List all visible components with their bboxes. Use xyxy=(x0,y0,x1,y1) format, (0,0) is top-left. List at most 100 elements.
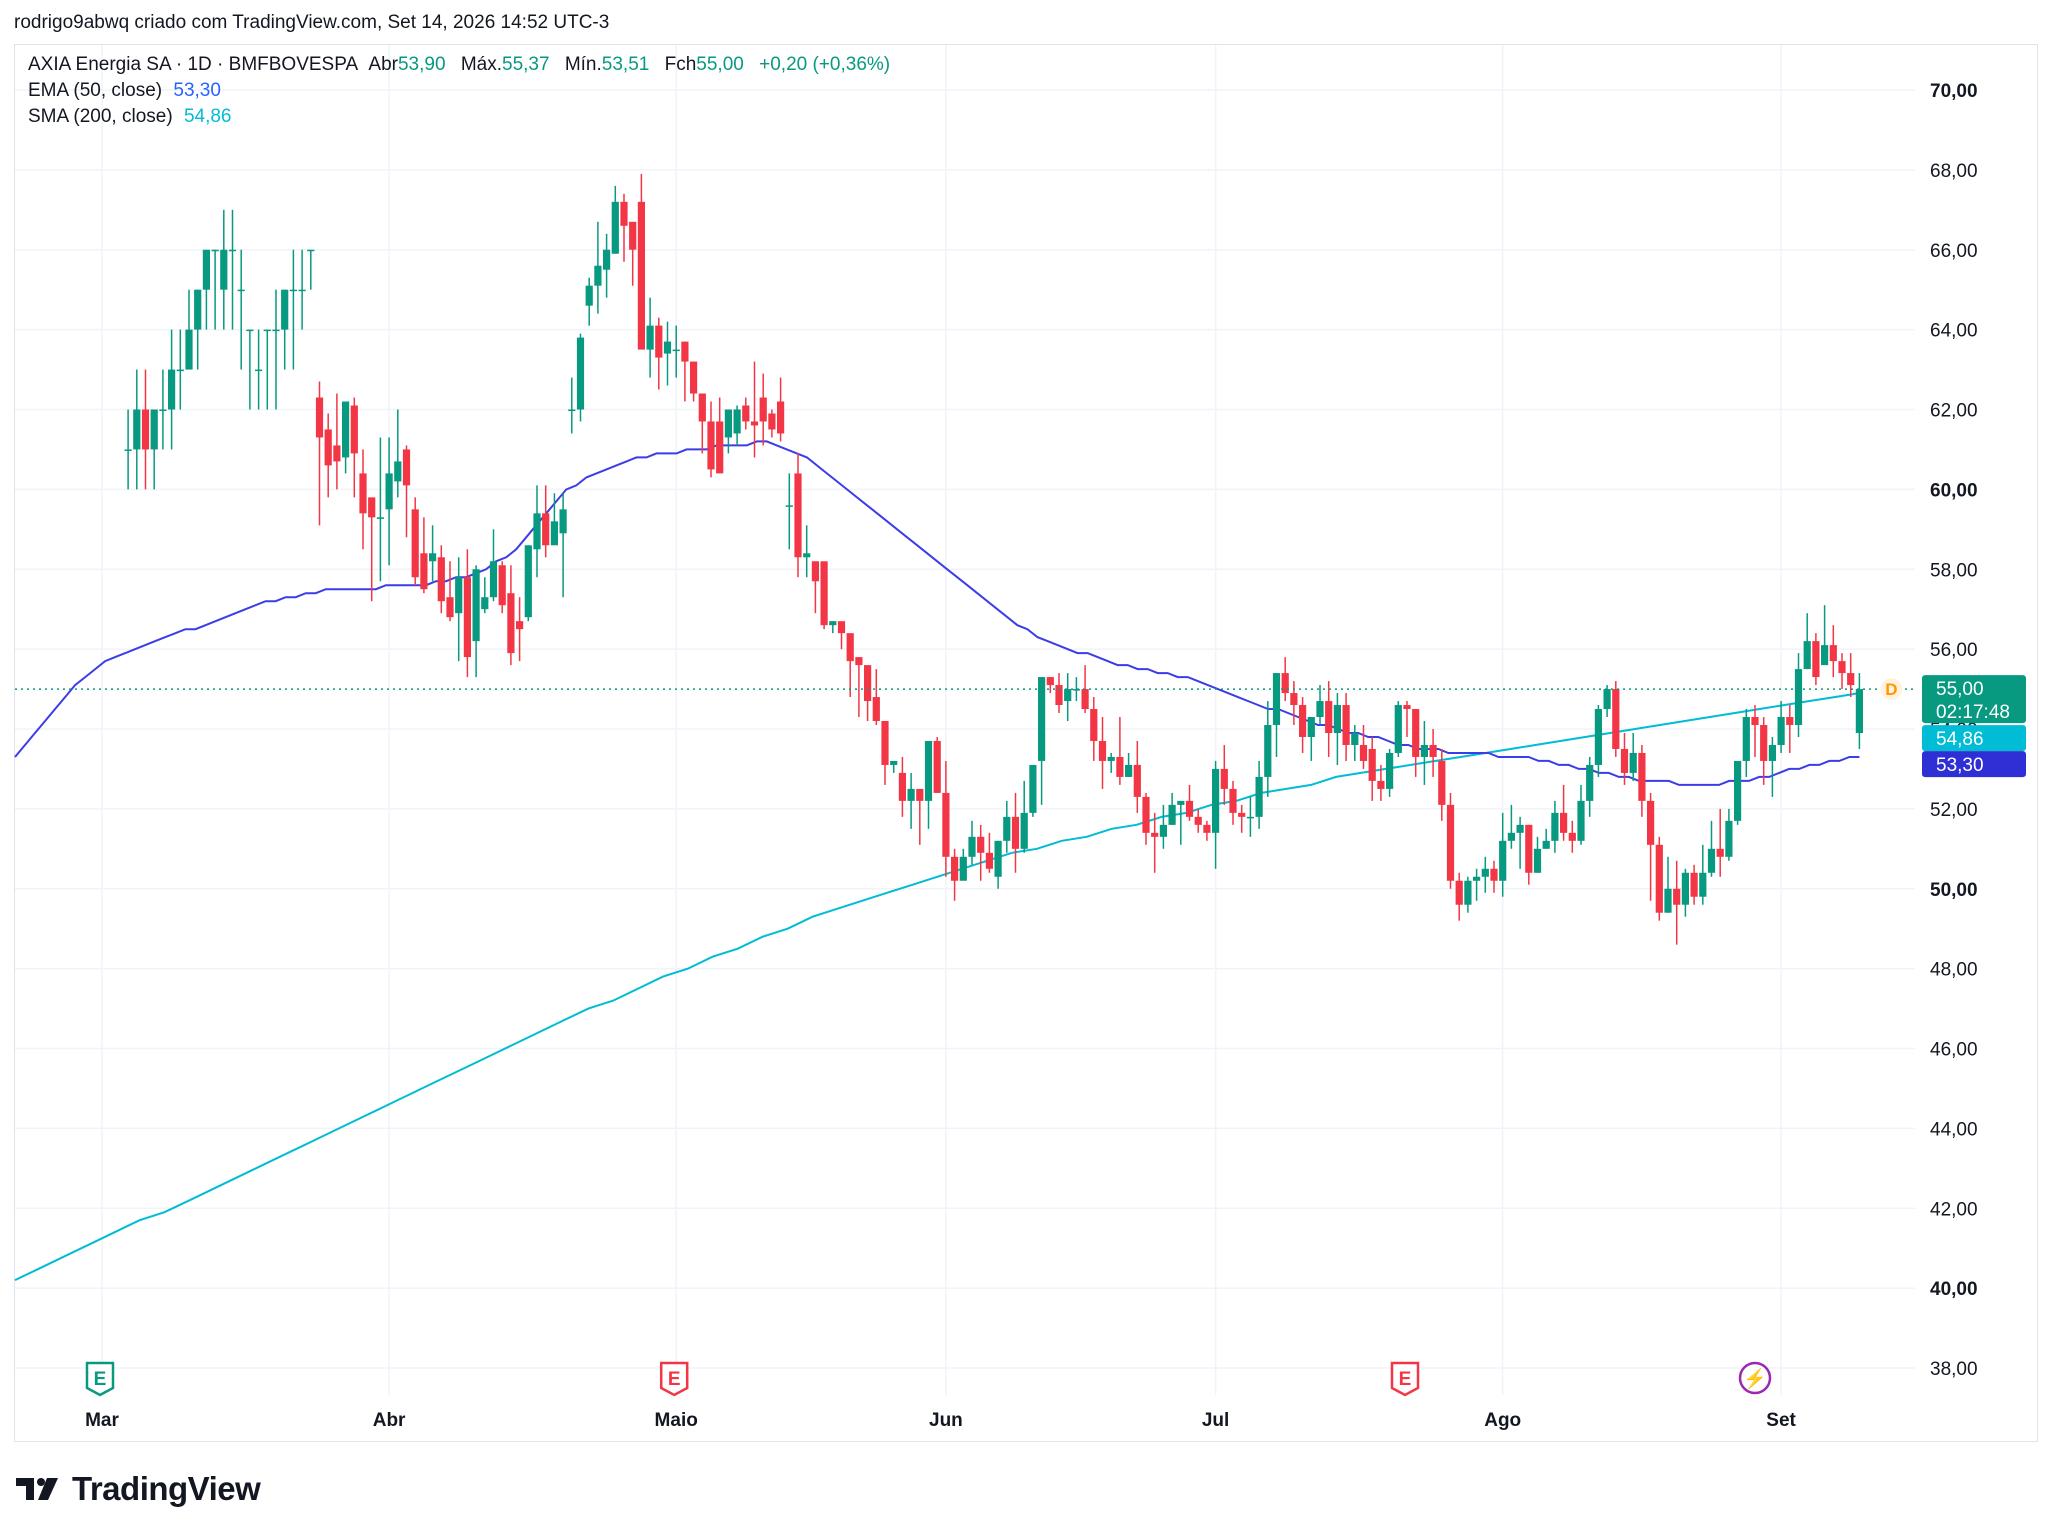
candle xyxy=(716,397,724,474)
low-label: Mín. xyxy=(564,54,602,75)
ema-50-line xyxy=(14,440,1860,786)
candle xyxy=(1011,792,1020,873)
candle-body xyxy=(1151,832,1159,837)
candle xyxy=(1855,673,1863,749)
candle-body xyxy=(202,249,210,290)
candle-body xyxy=(542,513,550,546)
candle-body xyxy=(768,413,776,430)
candle xyxy=(872,669,880,726)
candle xyxy=(1020,780,1028,853)
candle-body xyxy=(1011,816,1020,849)
candle xyxy=(1612,681,1620,757)
candle-body xyxy=(255,369,263,372)
candle xyxy=(394,409,402,498)
candle-body xyxy=(1673,888,1681,905)
candle-body xyxy=(1847,673,1855,686)
candle xyxy=(1046,677,1054,694)
candle-body xyxy=(742,405,750,422)
candle-body xyxy=(724,409,732,438)
candle xyxy=(1168,792,1176,825)
candle-body xyxy=(855,657,863,666)
candle-body xyxy=(1560,812,1568,833)
last-price-badge-bg xyxy=(1922,675,2026,724)
candle-body xyxy=(1281,673,1289,694)
event-marker-letter: E xyxy=(668,1369,681,1390)
candle-body xyxy=(446,597,454,618)
candle xyxy=(907,772,915,829)
candle-body xyxy=(803,553,811,558)
candle xyxy=(141,369,150,490)
candle-body xyxy=(385,473,393,510)
candle xyxy=(437,545,445,614)
candle-body xyxy=(1377,780,1385,789)
candle-body xyxy=(977,836,985,853)
event-marker-shape xyxy=(1738,1361,1772,1395)
earnings-event-icon[interactable]: E xyxy=(85,1361,115,1397)
candle xyxy=(829,621,837,634)
candle xyxy=(1446,792,1455,889)
candle xyxy=(803,525,811,578)
candle-body xyxy=(1464,880,1472,905)
candle-body xyxy=(872,697,880,722)
candle-body xyxy=(637,201,645,350)
candle xyxy=(1734,760,1742,825)
candle-body xyxy=(1690,872,1698,897)
candle xyxy=(1255,760,1263,829)
earnings-event-icon[interactable]: E xyxy=(1390,1361,1420,1397)
candle-body xyxy=(1246,816,1254,819)
candle-body xyxy=(1473,876,1481,881)
sma-legend[interactable]: SMA (200, close) 54,86 xyxy=(28,106,238,128)
candle xyxy=(724,409,732,454)
candle-body xyxy=(1542,840,1550,849)
candle-body xyxy=(1316,701,1324,718)
split-event-icon[interactable]: ⚡ xyxy=(1738,1361,1772,1395)
candle-body xyxy=(733,409,741,434)
ema-legend[interactable]: EMA (50, close) 53,30 xyxy=(28,80,227,102)
candle-body xyxy=(333,445,341,462)
candle-body xyxy=(907,788,915,801)
sma-price-badge-text: 54,86 xyxy=(1936,729,1984,750)
tradingview-logo[interactable]: TradingView xyxy=(16,1470,261,1508)
symbol-title[interactable]: AXIA Energia SA · 1D · BMFBOVESPA xyxy=(28,54,359,75)
candle-body xyxy=(1707,848,1716,873)
candle xyxy=(1725,808,1733,861)
candle xyxy=(1316,685,1324,726)
candle-body xyxy=(985,852,993,869)
candle-body xyxy=(785,505,793,507)
price-chart[interactable]: 38,00 40,00 42,00 44,00 46,00 48,00 50,00 52,00… xyxy=(0,0,2048,1460)
candle xyxy=(429,525,437,582)
candle xyxy=(133,369,141,490)
candle-body xyxy=(368,497,376,518)
candle-body xyxy=(968,836,976,857)
dividend-marker-bg xyxy=(1880,678,1903,701)
candle xyxy=(272,289,280,410)
candle-body xyxy=(681,341,689,362)
candle xyxy=(1568,820,1576,853)
candle xyxy=(220,209,228,330)
candle-body xyxy=(516,621,524,630)
candle xyxy=(1412,709,1420,777)
event-marker-letter: E xyxy=(94,1369,107,1390)
candle xyxy=(1760,717,1768,785)
candle-body xyxy=(1168,804,1176,825)
candle-body xyxy=(150,409,158,450)
candle-body xyxy=(281,289,289,330)
last-price-badge-text: 02:17:48 xyxy=(1936,702,2010,723)
candle xyxy=(1116,717,1124,785)
candle xyxy=(1281,657,1289,702)
candle-body xyxy=(1368,748,1376,781)
candle xyxy=(289,249,297,370)
candle-body xyxy=(1620,748,1629,773)
candle-body xyxy=(846,633,854,662)
ohlc-legend: AXIA Energia SA · 1D · BMFBOVESPA Abr53,… xyxy=(28,54,900,76)
ema-price-badge-bg xyxy=(1922,751,2026,778)
earnings-event-icon[interactable]: E xyxy=(659,1361,689,1397)
candle-body xyxy=(228,249,237,252)
x-tick-label: Jul xyxy=(1202,1410,1229,1431)
candle xyxy=(1220,744,1228,805)
chart-frame[interactable] xyxy=(14,44,2038,1442)
candle-body xyxy=(1290,693,1298,706)
sma-price-badge-bg xyxy=(1922,725,2026,752)
candle-body xyxy=(1307,717,1315,737)
y-tick-label: 64,00 xyxy=(1930,321,1978,342)
